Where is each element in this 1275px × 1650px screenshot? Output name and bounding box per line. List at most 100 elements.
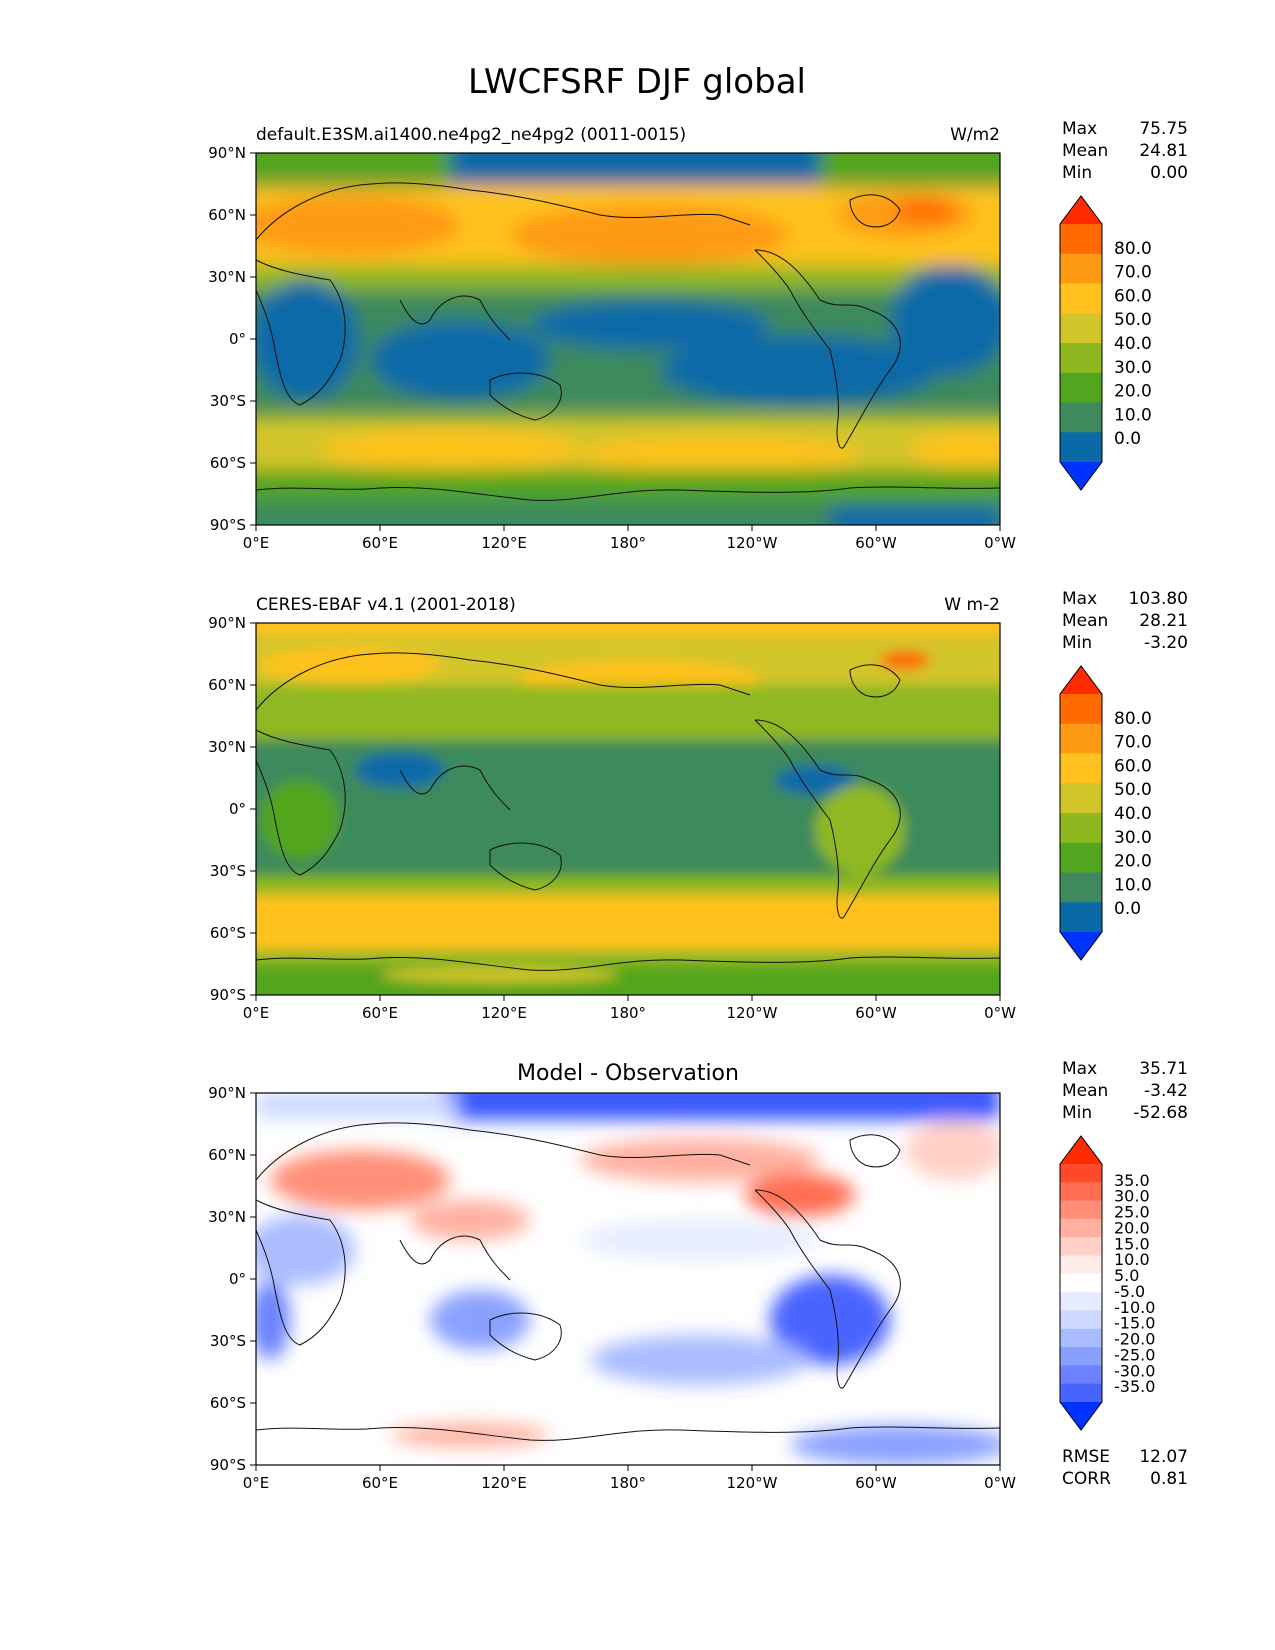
y-tick-label: 60°S [210, 924, 246, 942]
stat-value: -3.42 [1144, 1081, 1188, 1101]
colorbar-extend-max [1060, 1136, 1102, 1164]
colorbar-tick-label: 80.0 [1114, 239, 1152, 259]
x-tick-label: 120°E [481, 1004, 527, 1022]
colorbar-segment [1060, 1365, 1102, 1385]
field-arctic-light [256, 1093, 456, 1118]
x-tick-label: 60°W [855, 534, 897, 552]
field-trop-atlantic [890, 265, 1000, 375]
colorbar-outline [1059, 665, 1103, 961]
colorbar-tick-label: 30.0 [1114, 828, 1152, 848]
field-nh-pacific-red [580, 1138, 820, 1182]
y-tick-label: 0° [229, 330, 246, 348]
figure-title: LWCFSRF DJF global [468, 62, 806, 102]
map-field [256, 153, 1000, 525]
field-nh-hotspot [895, 198, 955, 222]
x-tick-label: 0°E [243, 534, 270, 552]
field-nh-atl-red [905, 1120, 1000, 1180]
x-tick-label: 0°E [243, 1004, 270, 1022]
field-indian-blue [430, 1290, 530, 1350]
colorbar-segment [1060, 402, 1102, 433]
field-epac-blue [580, 1220, 820, 1260]
field-safrica-blue [256, 1280, 290, 1360]
field-samer-blue [770, 1275, 890, 1365]
y-tick-label: 60°N [208, 676, 246, 694]
x-tick-label: 60°E [362, 1474, 398, 1492]
colorbar-tick-label: 70.0 [1114, 263, 1152, 283]
colorbar-segment [1060, 253, 1102, 284]
colorbar: 80.0 70.0 60.0 50.0 40.0 30.0 20.0 10.0 0.0 [1059, 665, 1152, 961]
stat-label: Mean [1062, 1081, 1108, 1101]
y-tick-label: 90°N [208, 1084, 246, 1102]
stat-value: -3.20 [1144, 633, 1188, 653]
map-field [256, 1093, 1000, 1465]
stat-value: 103.80 [1129, 589, 1188, 609]
colorbar-segment [1060, 813, 1102, 844]
colorbar: 80.0 70.0 60.0 50.0 40.0 30.0 20.0 10.0 0.0 [1059, 195, 1152, 491]
x-tick-label: 0°W [984, 1004, 1016, 1022]
field-nh-pacific [510, 205, 790, 265]
x-tick-label: 180° [610, 534, 646, 552]
field-nh-subtrop [256, 685, 1000, 740]
y-tick-label: 90°N [208, 144, 246, 162]
colorbar-segment [1060, 1218, 1102, 1238]
y-tick-label: 90°S [210, 516, 246, 534]
field-sh-pacific [580, 437, 860, 473]
field-antarctic [256, 965, 1000, 995]
colorbar-tick-label: 50.0 [1114, 310, 1152, 330]
colorbar-tick-label: -30.0 [1114, 1361, 1155, 1380]
x-tick-label: 60°E [362, 534, 398, 552]
colorbar-tick-label: 30.0 [1114, 358, 1152, 378]
panel-units: W/m2 [950, 125, 1000, 145]
stat-label: CORR [1062, 1469, 1111, 1489]
colorbar-tick-label: 10.0 [1114, 405, 1152, 425]
y-tick-label: 0° [229, 1270, 246, 1288]
field-sh-band [256, 895, 1000, 950]
stat-value: 0.81 [1150, 1469, 1188, 1489]
field-greenland-hot [880, 650, 930, 670]
colorbar-segment [1060, 343, 1102, 374]
x-tick-label: 180° [610, 1004, 646, 1022]
colorbar-tick-label: 20.0 [1114, 382, 1152, 402]
colorbar-tick-label: 10.0 [1114, 875, 1152, 895]
y-tick-label: 30°S [210, 1332, 246, 1350]
stats-box: Max 103.80 Mean 28.21 Min -3.20 [1062, 589, 1188, 653]
colorbar-tick-label: 30.0 [1114, 1187, 1150, 1206]
x-axis: 0°E 60°E 120°E 180° 120°W 60°W 0°W [243, 995, 1016, 1022]
stat-label: Max [1062, 1059, 1097, 1079]
field-antarctic-blue [830, 505, 1000, 525]
field-amazon [815, 785, 905, 875]
panel-difference: Model - Observation [208, 1059, 1188, 1492]
colorbar: 35.030.025.020.015.010.05.0-5.0-10.0-15.… [1059, 1135, 1155, 1431]
field-sh-indian [320, 430, 580, 470]
field-nh-europe [260, 647, 440, 683]
y-axis: 90°N 60°N 30°N 0° 30°S 60°S 90°S [208, 614, 256, 1004]
y-tick-label: 30°S [210, 392, 246, 410]
stat-value: 28.21 [1139, 611, 1188, 631]
stat-value: 24.81 [1139, 141, 1188, 161]
stat-label: Min [1062, 633, 1092, 653]
colorbar-segment [1060, 902, 1102, 933]
colorbar-extend-max [1060, 666, 1102, 694]
colorbar-segment [1060, 872, 1102, 903]
field-sh-sub [256, 875, 1000, 895]
colorbar-segment [1060, 842, 1102, 873]
colorbar-segment [1060, 723, 1102, 754]
stat-value: -52.68 [1133, 1103, 1188, 1123]
field-antarctic-red [390, 1423, 550, 1447]
x-tick-label: 120°W [727, 1474, 778, 1492]
field-africa [260, 780, 340, 860]
field-nh-eurasia-red [270, 1150, 450, 1210]
colorbar-extend-min [1060, 932, 1102, 960]
x-axis: 0°E 60°E 120°E 180° 120°W 60°W 0°W [243, 525, 1016, 552]
x-axis: 0°E 60°E 120°E 180° 120°W 60°W 0°W [243, 1465, 1016, 1492]
field-arctic-atlantic [450, 153, 820, 190]
field-nh-namer-red [745, 1173, 855, 1217]
colorbar-segment [1060, 432, 1102, 463]
y-tick-label: 90°S [210, 1456, 246, 1474]
panel-units: W m-2 [944, 595, 1000, 615]
y-tick-label: 30°N [208, 738, 246, 756]
field-trop-africa [256, 280, 360, 400]
stat-value: 0.00 [1150, 163, 1188, 183]
stats-box: Max 35.71 Mean -3.42 Min -52.68 [1062, 1059, 1188, 1123]
x-tick-label: 0°W [984, 1474, 1016, 1492]
